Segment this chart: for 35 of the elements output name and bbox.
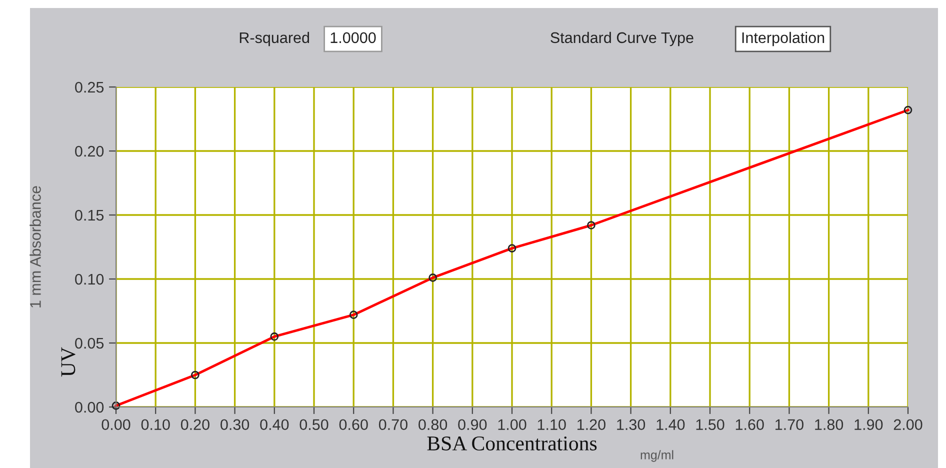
x-tick-label: 1.70 bbox=[776, 419, 804, 430]
x-tick-label: 0.60 bbox=[339, 419, 368, 430]
y-tick-label: 0.25 bbox=[75, 82, 104, 93]
x-tick-label: 1.80 bbox=[815, 419, 844, 430]
x-tick-label: 0.90 bbox=[458, 419, 487, 430]
x-tick-label: 0.80 bbox=[418, 419, 448, 430]
text: 1.0000 bbox=[330, 32, 376, 44]
y-tick-label: 0.05 bbox=[75, 338, 104, 349]
text: R-squared bbox=[240, 32, 310, 46]
text: mg/ml bbox=[640, 450, 674, 462]
x-tick-label: 1.00 bbox=[498, 419, 526, 430]
x-tick-label: 1.10 bbox=[538, 419, 566, 430]
x-tick-label: 1.20 bbox=[578, 419, 606, 430]
y-tick-label: 0.20 bbox=[75, 146, 104, 157]
x-axis-title: BSA Concentrations bbox=[427, 436, 597, 450]
x-tick-label: 1.30 bbox=[617, 419, 646, 430]
x-tick-label: 0.40 bbox=[260, 419, 289, 430]
y-tick-label: 0.10 bbox=[75, 274, 104, 285]
x-tick-label: 1.40 bbox=[656, 419, 685, 430]
y-tick-label: 0.15 bbox=[75, 210, 104, 221]
y-tick-label: 0.00 bbox=[75, 402, 104, 413]
x-tick-label: 0.10 bbox=[141, 419, 170, 430]
x-tick-label: 2.00 bbox=[894, 419, 922, 430]
x-tick-label: 1.50 bbox=[696, 419, 724, 430]
text: Interpolation bbox=[742, 32, 824, 46]
x-tick-label: 0.20 bbox=[180, 419, 210, 430]
text: UV bbox=[61, 347, 76, 377]
x-tick-label: 0.70 bbox=[378, 419, 408, 430]
x-tick-label: 0.30 bbox=[220, 419, 250, 430]
x-tick-label: 0.00 bbox=[102, 419, 130, 430]
x-tick-label: 1.60 bbox=[736, 419, 764, 430]
text: Standard Curve Type bbox=[550, 32, 694, 46]
x-tick-label: 1.90 bbox=[854, 419, 883, 430]
y-axis-title: 1 mm Absorbance bbox=[30, 186, 41, 308]
x-tick-label: 0.50 bbox=[300, 419, 328, 430]
